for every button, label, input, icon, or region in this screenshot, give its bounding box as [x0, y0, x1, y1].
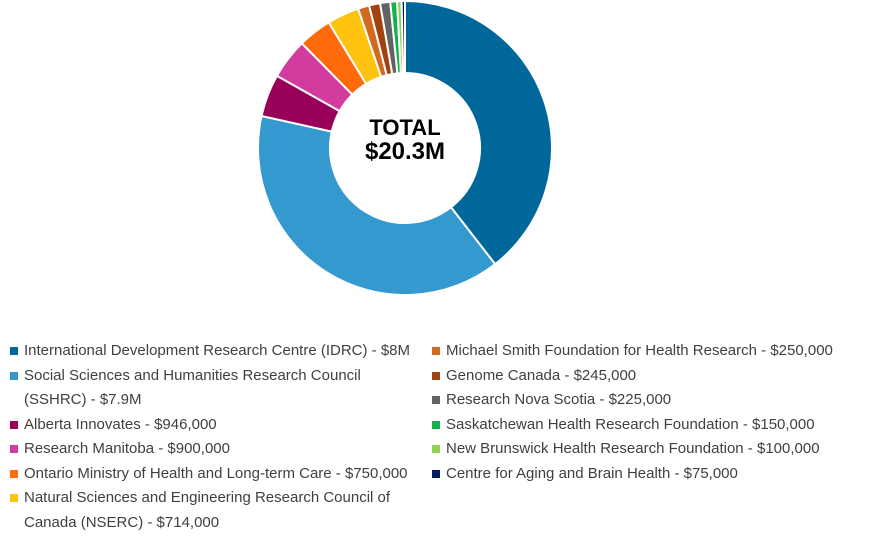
legend-item: Natural Sciences and Engineering Researc…	[10, 486, 415, 535]
legend-label: International Development Research Centr…	[24, 342, 410, 359]
donut-slice-1	[257, 114, 497, 296]
legend-item: New Brunswick Health Research Foundation…	[432, 437, 872, 462]
center-total-value: $20.3M	[364, 138, 446, 166]
legend-swatch	[10, 420, 18, 429]
legend-label: Natural Sciences and Engineering Researc…	[24, 489, 391, 531]
legend-item: Alberta Innovates - $946,000	[10, 413, 415, 438]
legend-label: Social Sciences and Humanities Research …	[24, 366, 361, 409]
legend-label: Centre for Aging and Brain Health - $75,…	[446, 464, 738, 482]
legend-item: Research Nova Scotia - $225,000	[432, 388, 872, 413]
legend-item: Social Sciences and Humanities Research …	[10, 364, 415, 413]
legend-swatch	[10, 347, 18, 355]
legend-item: Genome Canada - $245,000	[432, 364, 872, 389]
legend-swatch	[10, 494, 18, 502]
legend-item: Michael Smith Foundation for Health Rese…	[432, 339, 872, 364]
legend-item: Centre for Aging and Brain Health - $75,…	[432, 462, 872, 487]
legend-label: Genome Canada - $245,000	[446, 366, 637, 384]
center-total-label: TOTAL	[369, 115, 441, 140]
legend-swatch	[10, 371, 18, 380]
donut-slice-0	[404, 0, 553, 266]
donut-center-label: TOTAL $20.3M	[330, 116, 480, 164]
legend-swatch	[432, 420, 440, 429]
legend-swatch	[432, 396, 440, 404]
legend-label: Michael Smith Foundation for Health Rese…	[446, 342, 833, 359]
legend-swatch	[10, 469, 18, 478]
legend-swatch	[432, 469, 440, 478]
legend-swatch	[432, 445, 440, 453]
legend-swatch	[10, 445, 18, 453]
legend-right-column: Michael Smith Foundation for Health Rese…	[432, 339, 872, 486]
legend-label: Research Nova Scotia - $225,000	[446, 391, 672, 408]
legend-swatch	[432, 371, 440, 380]
legend-item: Research Manitoba - $900,000	[10, 437, 415, 462]
legend-item: Ontario Ministry of Health and Long-term…	[10, 462, 415, 487]
donut-slice-11	[400, 0, 406, 75]
legend-label: Alberta Innovates - $946,000	[24, 415, 217, 433]
legend-label: New Brunswick Health Research Foundation…	[446, 440, 820, 457]
legend-item: Saskatchewan Health Research Foundation …	[432, 413, 872, 438]
donut-chart	[257, 0, 553, 296]
legend-item: International Development Research Centr…	[10, 339, 415, 364]
legend-swatch	[432, 347, 440, 355]
legend-label: Ontario Ministry of Health and Long-term…	[24, 464, 408, 482]
legend-label: Research Manitoba - $900,000	[24, 440, 230, 457]
legend-label: Saskatchewan Health Research Foundation …	[446, 415, 815, 433]
legend-left-column: International Development Research Centr…	[10, 339, 415, 535]
